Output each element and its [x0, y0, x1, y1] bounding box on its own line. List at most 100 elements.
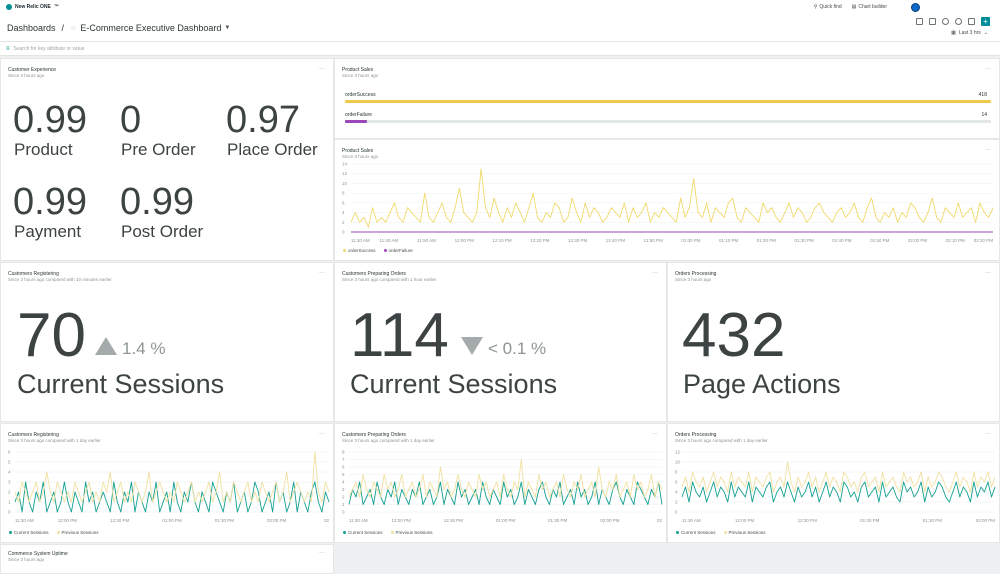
breadcrumb-dashboards[interactable]: Dashboards: [7, 22, 56, 33]
trend-delta: < 0.1 %: [488, 339, 547, 358]
time-picker[interactable]: ▦ Last 3 hrs ⌄: [951, 30, 988, 36]
panel-subtitle: Since 3 hours ago compared with 10 minut…: [8, 277, 112, 282]
panel-subtitle: Since 3 hours ago: [8, 73, 45, 78]
y-tick-label: 8: [342, 191, 345, 196]
commerce-system-uptime-panel: Commerce System Uptime Since 3 hours ago…: [0, 544, 334, 574]
customers-registering-line-panel: Customers Registering Since 3 hours ago …: [0, 423, 334, 543]
y-tick-label: 4: [342, 480, 345, 485]
new-relic-logo-icon: [6, 4, 12, 10]
legend-item[interactable]: Current Sessions: [343, 530, 383, 535]
chart-builder-button[interactable]: ▤ Chart builder: [851, 4, 887, 10]
filter-icon[interactable]: ≡: [6, 45, 10, 52]
x-tick-label: 01:30 PM: [923, 518, 943, 523]
product-sales-line-chart[interactable]: 0 2 4 6 8 10 12 14 11:30 AM 11:40 AM 11:50 AM 12:00…: [335, 160, 1000, 246]
panel-menu-button[interactable]: ···: [985, 66, 991, 72]
series-line-previous-sessions[interactable]: [348, 459, 663, 498]
legend-dot-icon: [9, 531, 12, 534]
billboard-value: 114: [350, 301, 449, 370]
panel-menu-button[interactable]: ···: [985, 431, 991, 437]
chart-icon: ▤: [851, 4, 857, 10]
user-avatar-icon[interactable]: [911, 2, 920, 12]
x-tick-label: 12:10 PM: [492, 238, 512, 243]
panel-menu-button[interactable]: ···: [652, 270, 658, 276]
series-line-current-sessions[interactable]: [681, 481, 996, 503]
customers-registering-line-chart[interactable]: 0 1 2 3 4 5 6 11:30 AM 12:00 PM 12:30 PM 01:00 PM 0…: [1, 448, 334, 526]
billboard-label: Current Sessions: [350, 369, 558, 399]
brand-logo[interactable]: New Relic ONE ™: [6, 4, 59, 10]
metric-label: Product: [14, 140, 73, 159]
series-line-current-sessions[interactable]: [348, 481, 663, 505]
panel-menu-button[interactable]: ···: [319, 66, 325, 72]
x-tick-label: 11:30 AM: [15, 518, 34, 523]
x-tick-label: 02:00 PM: [267, 518, 287, 523]
chart-legend: Current Sessions Previous Sessions: [9, 530, 99, 535]
y-tick-label: 0: [8, 510, 11, 515]
x-tick-label: 01:00 PM: [496, 518, 516, 523]
breadcrumb-separator: /: [61, 22, 65, 33]
panel-menu-button[interactable]: ···: [319, 550, 325, 556]
quick-find-button[interactable]: ⚲ Quick find: [813, 4, 842, 10]
panel-title: Commerce System Uptime: [8, 551, 68, 557]
add-widget-button[interactable]: +: [981, 17, 990, 26]
x-tick-label: 01:30 PM: [795, 238, 815, 243]
chevron-down-icon[interactable]: ▼: [224, 24, 231, 31]
legend-item[interactable]: Previous Sessions: [56, 530, 99, 535]
orders-processing-line-chart[interactable]: 0 2 4 6 8 10 12 11:30 AM 12:00 PM 12:30 PM 01:00 P…: [668, 448, 1000, 526]
search-icon: ⚲: [813, 4, 818, 10]
y-tick-label: 0: [675, 510, 678, 515]
brand-tm: ™: [53, 4, 59, 10]
filter-input[interactable]: Search for key attribute or value: [13, 45, 85, 52]
download-icon[interactable]: [916, 18, 923, 25]
panel-subtitle: Since 3 hours ago: [342, 73, 379, 78]
series-line-previous-sessions[interactable]: [14, 451, 330, 503]
legend-dot-icon: [343, 531, 346, 534]
legend-item[interactable]: Previous Sessions: [390, 530, 433, 535]
series-line-ordersuccess[interactable]: [350, 168, 994, 228]
edit-icon[interactable]: [929, 18, 936, 25]
metric-label: Pre Order: [121, 140, 196, 159]
product-sales-line-panel: Product Sales Since 3 hours ago ··· 0 2 4 6…: [334, 139, 1000, 261]
filter-bar[interactable]: ≡ Search for key attribute or value: [0, 42, 1000, 56]
calendar-icon: ▦: [951, 30, 956, 36]
x-tick-label: 01:20 PM: [757, 238, 777, 243]
trend-down-icon: [461, 337, 483, 355]
legend-dot-icon: [676, 531, 679, 534]
panel-subtitle: Since 3 hours ago compared with 1 day ea…: [8, 438, 101, 443]
settings-icon[interactable]: [942, 18, 949, 25]
fullscreen-icon[interactable]: [968, 18, 975, 25]
panel-title: Orders Processing: [675, 271, 717, 277]
x-tick-label: 12:00 PM: [735, 518, 755, 523]
panel-menu-button[interactable]: ···: [985, 270, 991, 276]
customers-registering-billboard: Customers Registering Since 3 hours ago …: [0, 262, 334, 422]
order-failure-bar[interactable]: [345, 120, 367, 123]
legend-item[interactable]: Previous Sessions: [723, 530, 766, 535]
favorite-star-icon[interactable]: ☆: [70, 24, 77, 32]
panel-menu-button[interactable]: ···: [319, 431, 325, 437]
panel-menu-button[interactable]: ···: [985, 147, 991, 153]
legend-item[interactable]: orderFailure: [383, 248, 413, 253]
legend-item[interactable]: Current Sessions: [9, 530, 49, 535]
panel-title: Customer Experience: [8, 67, 57, 73]
dark-mode-icon[interactable]: [955, 18, 962, 25]
series-line-previous-sessions[interactable]: [681, 461, 996, 493]
legend-item[interactable]: orderSuccess: [343, 248, 376, 253]
billboard-value: 70: [17, 301, 86, 370]
order-success-bar[interactable]: [345, 100, 991, 103]
y-tick-label: 2: [675, 500, 678, 505]
bar-track: [345, 100, 991, 103]
x-tick-label: 11:50 AM: [417, 238, 436, 243]
y-tick-label: 5: [8, 460, 11, 465]
page-title[interactable]: E-Commerce Executive Dashboard: [80, 22, 222, 33]
metric-value: 0: [120, 99, 142, 141]
panel-subtitle: Since 3 hours ago compared with 1 day ea…: [342, 438, 435, 443]
panel-menu-button[interactable]: ···: [319, 270, 325, 276]
y-tick-label: 2: [342, 495, 345, 500]
customers-preparing-orders-line-chart[interactable]: 0 1 2 3 4 5 6 7 8 11:30 AM 12:00 PM 12:30 PM 01:00 P…: [335, 448, 667, 526]
y-tick-label: 2: [342, 220, 345, 225]
panel-menu-button[interactable]: ···: [652, 431, 658, 437]
metric-value: 0.97: [226, 99, 300, 141]
legend-item[interactable]: Current Sessions: [676, 530, 716, 535]
y-tick-label: 0: [342, 510, 345, 515]
legend-dot-icon: [390, 531, 394, 534]
x-tick-label: 12:30 PM: [110, 518, 130, 523]
